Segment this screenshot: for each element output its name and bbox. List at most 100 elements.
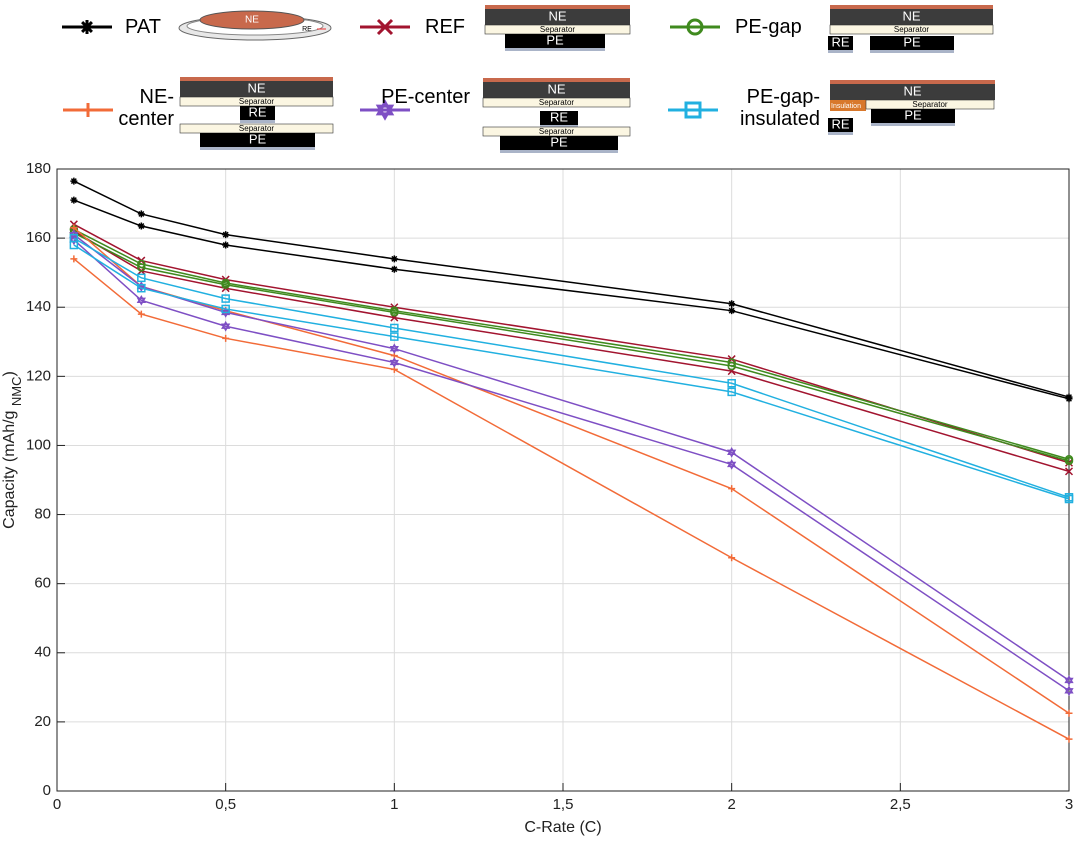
marker xyxy=(69,240,79,250)
marker xyxy=(81,103,95,117)
marker xyxy=(222,334,230,342)
marker xyxy=(728,307,736,315)
legend-label: REF xyxy=(425,16,465,38)
marker xyxy=(1064,494,1074,504)
schematic-al xyxy=(871,123,955,126)
marker xyxy=(1064,467,1074,476)
marker xyxy=(221,320,231,332)
marker xyxy=(1064,675,1074,686)
schematic-label: PE xyxy=(904,107,922,122)
schematic-label: NE xyxy=(547,81,565,96)
y-tick-label: 80 xyxy=(34,506,51,523)
marker xyxy=(70,255,78,263)
x-tick-label: 1 xyxy=(390,796,398,813)
marker xyxy=(390,323,399,333)
schematic-re xyxy=(240,106,275,120)
marker xyxy=(728,554,736,562)
marker xyxy=(389,357,399,368)
marker xyxy=(137,310,145,318)
marker xyxy=(376,18,394,36)
schematic-label: PE xyxy=(249,131,267,146)
schematic-label: Separator xyxy=(239,124,274,133)
y-tick-label: 180 xyxy=(26,160,51,177)
marker xyxy=(727,447,737,458)
y-tick-label: 20 xyxy=(34,713,51,730)
schematic-re-cc xyxy=(828,50,853,53)
marker xyxy=(684,101,702,119)
marker xyxy=(728,485,736,493)
schematic-pe xyxy=(200,133,315,147)
marker xyxy=(70,177,78,185)
schematic-label: NE xyxy=(245,15,259,26)
legend-label: PAT xyxy=(125,16,161,38)
schematic-pe xyxy=(870,36,954,50)
x-tick-label: 3 xyxy=(1065,796,1073,813)
schematic-pe xyxy=(871,109,955,123)
schematic-label: Separator xyxy=(539,98,574,107)
legend-label: PE-gap-insulated xyxy=(739,86,820,130)
schematic-label: RE xyxy=(550,109,568,124)
series-line xyxy=(73,180,1070,398)
schematic-ne xyxy=(485,9,630,25)
y-tick-label: 140 xyxy=(26,298,51,315)
series-line xyxy=(73,232,1070,462)
marker xyxy=(80,20,94,34)
marker xyxy=(727,361,736,371)
y-axis-label: Capacity (mAh/g NMC) xyxy=(1,371,24,529)
marker xyxy=(137,210,145,218)
schematic-separator xyxy=(829,24,994,35)
series-line xyxy=(73,230,1070,473)
marker xyxy=(1065,735,1073,743)
schematic-label: Separator xyxy=(540,25,575,34)
marker xyxy=(728,300,736,308)
axes-frame xyxy=(56,168,1070,792)
series-line xyxy=(73,234,1070,682)
y-tick-label: 60 xyxy=(34,575,51,592)
marker xyxy=(727,378,736,388)
y-axis-label-sub: NMC xyxy=(9,377,24,407)
schematic-label: RE xyxy=(302,26,312,33)
schematic-cu xyxy=(485,5,630,9)
schematic-label: RE xyxy=(831,116,849,131)
marker xyxy=(70,196,78,204)
y-tick-label: 0 xyxy=(43,782,51,799)
series-line xyxy=(73,258,1070,740)
series-line xyxy=(73,228,1070,460)
marker xyxy=(1065,709,1073,717)
schematic-re-cc xyxy=(828,132,853,135)
marker xyxy=(137,222,145,230)
schematic-cu xyxy=(483,78,630,82)
schematic-pe xyxy=(505,34,605,48)
series-line xyxy=(73,223,1070,464)
marker xyxy=(390,265,398,273)
schematic-insulation xyxy=(830,100,866,111)
series-line xyxy=(73,227,1070,714)
schematic-al xyxy=(500,150,618,153)
schematic-label: RE xyxy=(831,34,849,49)
marker xyxy=(136,294,146,306)
schematic-label: Separator xyxy=(894,25,929,34)
schematic-re xyxy=(540,111,578,125)
marker xyxy=(222,241,230,249)
marker xyxy=(389,343,399,355)
x-tick-label: 1,5 xyxy=(553,796,574,813)
x-tick-label: 0,5 xyxy=(215,796,236,813)
marker xyxy=(137,273,146,283)
schematic-label: PE xyxy=(546,32,564,47)
marker xyxy=(390,255,398,263)
schematic-al xyxy=(505,48,605,51)
schematic-separator xyxy=(482,97,631,108)
marker xyxy=(221,307,231,318)
marker xyxy=(221,304,230,314)
y-tick-label: 100 xyxy=(26,436,51,453)
marker xyxy=(1064,456,1074,466)
series-line xyxy=(73,199,1070,400)
y-tick-label: 40 xyxy=(34,644,51,661)
marker xyxy=(686,18,704,36)
series-line xyxy=(73,239,1070,692)
series-line xyxy=(73,244,1070,500)
legend-label: PE-center xyxy=(381,86,470,108)
schematic-ne xyxy=(830,9,993,25)
schematic-re xyxy=(828,36,853,50)
marker xyxy=(221,294,230,303)
